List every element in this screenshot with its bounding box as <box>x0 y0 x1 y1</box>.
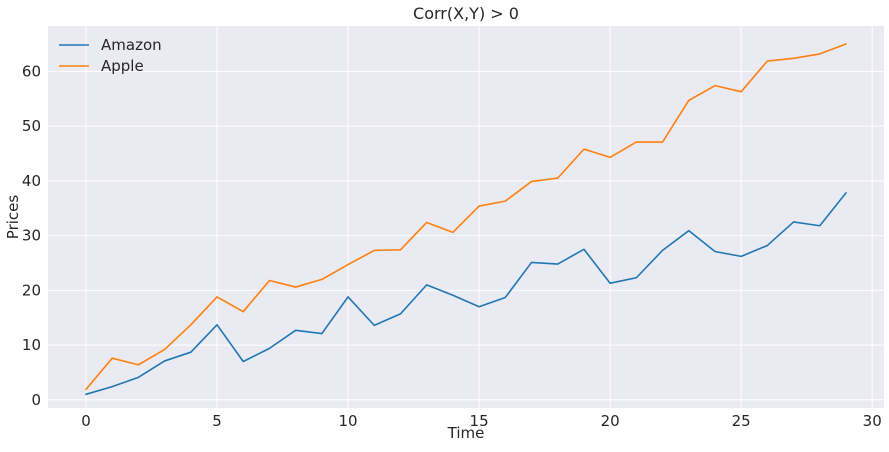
y-tick-label: 10 <box>22 336 41 354</box>
plot-area <box>48 26 884 408</box>
series-line-amazon <box>85 192 847 396</box>
chart-title: Corr(X,Y) > 0 <box>413 4 519 23</box>
x-tick-label: 20 <box>601 412 620 430</box>
x-tick-label: 15 <box>470 412 489 430</box>
legend-label: Apple <box>101 57 144 75</box>
legend-label: Amazon <box>101 36 162 54</box>
legend-item-apple: Apple <box>59 57 144 75</box>
y-axis-label: Prices <box>4 195 22 240</box>
legend: Amazon Apple <box>59 36 162 75</box>
grid-lines <box>48 26 884 408</box>
x-tick-label: 25 <box>732 412 751 430</box>
x-axis-label: Time <box>447 424 485 442</box>
y-tick-label: 20 <box>22 281 41 299</box>
y-tick-label: 0 <box>31 391 41 409</box>
series-line-apple <box>85 43 847 391</box>
x-tick-label: 0 <box>81 412 91 430</box>
y-tick-label: 50 <box>22 117 41 135</box>
y-tick-label: 30 <box>22 227 41 245</box>
tick-labels: 0 5 10 15 20 25 30 0 10 20 30 40 50 60 <box>22 62 882 430</box>
x-tick-label: 30 <box>863 412 882 430</box>
y-tick-label: 60 <box>22 62 41 80</box>
legend-item-amazon: Amazon <box>59 36 162 54</box>
x-tick-label: 5 <box>212 412 222 430</box>
x-tick-label: 10 <box>339 412 358 430</box>
y-tick-label: 40 <box>22 172 41 190</box>
series-lines <box>85 43 847 396</box>
